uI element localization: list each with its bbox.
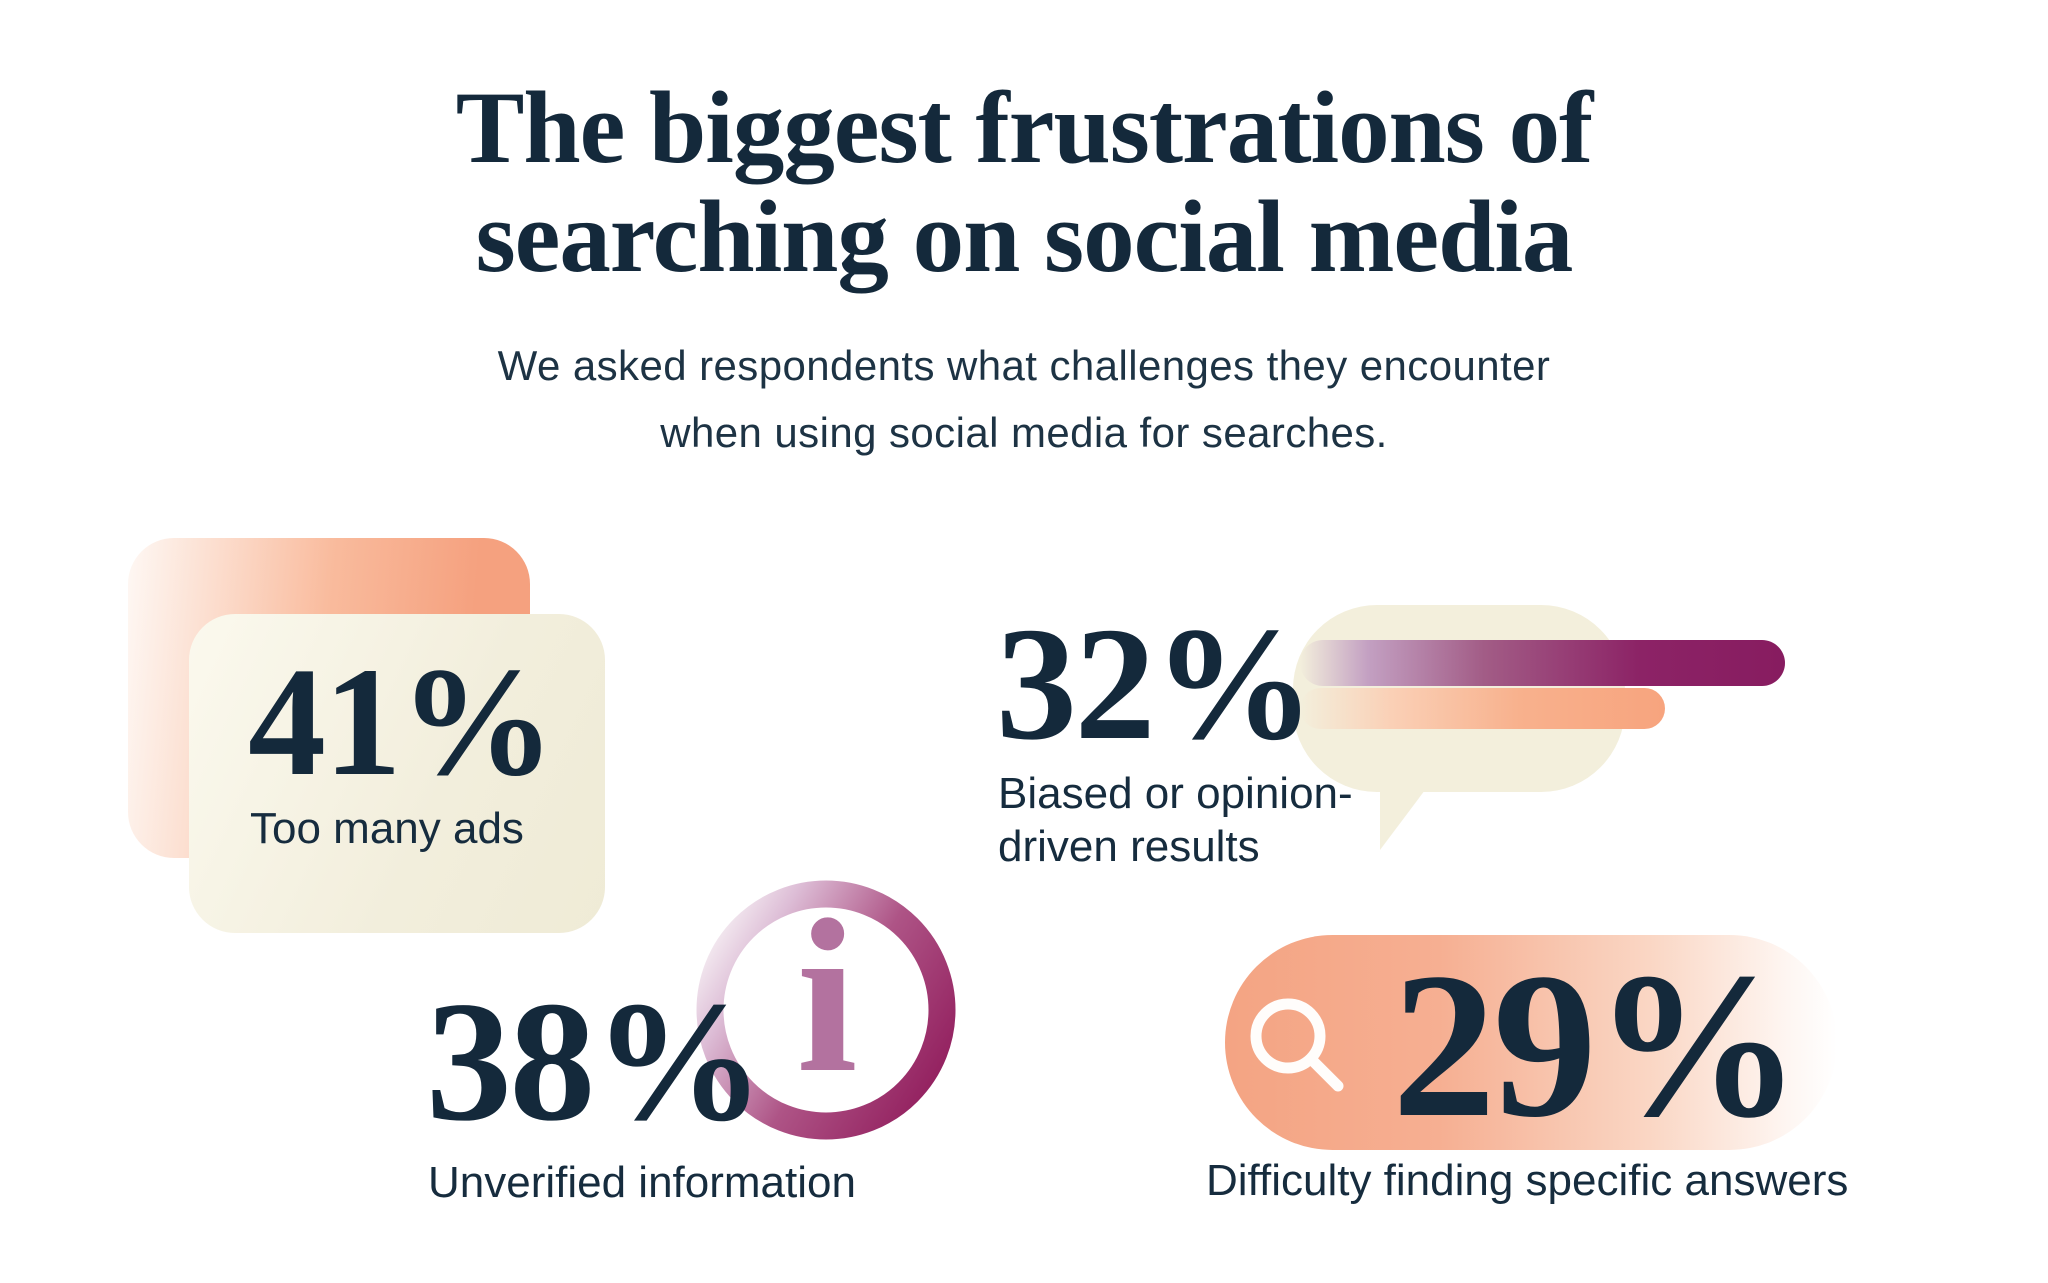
stat-label-answers: Difficulty finding specific answers — [1206, 1156, 1849, 1205]
stat-label-biased-line2: driven results — [998, 821, 1260, 871]
stat-value-answers: 29% — [1392, 930, 1802, 1160]
search-pill — [1225, 935, 1837, 1150]
info-icon-glyph: i — [796, 874, 858, 1118]
stat-value-unverified: 38% — [426, 967, 765, 1157]
stat-value-ads: 41% — [248, 635, 555, 808]
stat-value-biased: 32% — [996, 595, 1315, 774]
page-subtitle-line1: We asked respondents what challenges the… — [497, 342, 1551, 389]
search-icon — [1250, 998, 1344, 1092]
stat-label-ads: Too many ads — [250, 804, 524, 853]
highlight-bar-purple — [1300, 640, 1785, 686]
stat-label-biased-line1: Biased or opinion- — [998, 769, 1353, 818]
info-icon — [696, 880, 956, 1140]
stat-label-biased: Biased or opinion- driven results — [998, 768, 1353, 874]
page-title: The biggest frustrations of searching on… — [0, 71, 2048, 295]
speech-bubble-tail — [1380, 770, 1440, 850]
cream-card — [189, 614, 605, 933]
page-subtitle: We asked respondents what challenges the… — [0, 332, 2048, 466]
page-title-line2: searching on social media — [475, 180, 1574, 295]
page-title-line1: The biggest frustrations of — [455, 71, 1594, 185]
stat-label-unverified: Unverified information — [428, 1158, 856, 1207]
page-subtitle-line2: when using social media for searches. — [660, 409, 1388, 457]
highlight-bar-peach — [1300, 688, 1665, 729]
